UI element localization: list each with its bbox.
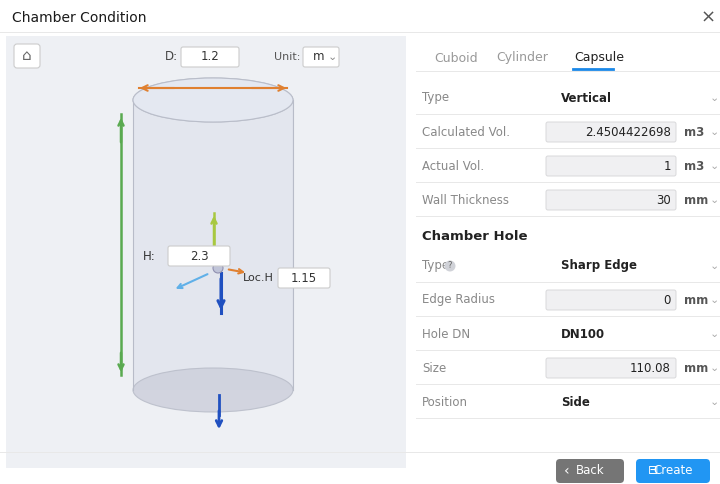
Bar	[6, 36, 406, 468]
Text: Chamber Hole: Chamber Hole	[422, 229, 528, 242]
Text: Actual Vol.: Actual Vol.	[422, 160, 484, 172]
Text: mm: mm	[684, 194, 708, 207]
Text: 110.08: 110.08	[630, 362, 671, 375]
Text: Type: Type	[422, 91, 449, 105]
Text: 2.4504422698: 2.4504422698	[585, 125, 671, 138]
FancyBboxPatch shape	[546, 358, 676, 378]
Text: 1.15: 1.15	[291, 272, 317, 285]
Text: 30: 30	[656, 194, 671, 207]
Text: Loc.H: Loc.H	[243, 273, 274, 283]
Circle shape	[213, 263, 223, 273]
Text: Vertical: Vertical	[561, 91, 612, 105]
Text: ⌄: ⌄	[709, 295, 719, 305]
Text: ⌄: ⌄	[709, 161, 719, 171]
Text: ⊟: ⊟	[648, 465, 659, 478]
Text: 2.3: 2.3	[189, 249, 208, 262]
Bar	[416, 148, 720, 149]
Text: 0: 0	[664, 293, 671, 306]
Bar	[416, 71, 720, 72]
Bar	[416, 282, 720, 283]
Text: ‹: ‹	[564, 464, 570, 478]
Text: ⌄: ⌄	[709, 93, 719, 103]
Bar	[0, 452, 720, 453]
Text: ⌄: ⌄	[709, 261, 719, 271]
Text: Cuboid: Cuboid	[434, 51, 477, 64]
Text: mm: mm	[684, 293, 708, 306]
Bar	[416, 350, 720, 351]
Text: Create: Create	[653, 465, 693, 478]
Text: ?: ?	[448, 261, 452, 271]
FancyBboxPatch shape	[636, 459, 710, 483]
Text: Cylinder: Cylinder	[496, 51, 548, 64]
Text: Position: Position	[422, 395, 468, 408]
Ellipse shape	[133, 368, 293, 412]
FancyBboxPatch shape	[546, 190, 676, 210]
Text: D:: D:	[165, 50, 178, 63]
Text: m3: m3	[684, 160, 704, 172]
FancyBboxPatch shape	[546, 156, 676, 176]
Text: Calculated Vol.: Calculated Vol.	[422, 125, 510, 138]
Text: Hole DN: Hole DN	[422, 328, 470, 341]
FancyBboxPatch shape	[546, 290, 676, 310]
FancyBboxPatch shape	[168, 246, 230, 266]
Text: Wall Thickness: Wall Thickness	[422, 194, 509, 207]
Bar	[416, 316, 720, 317]
Bar	[416, 114, 720, 115]
Text: ×: ×	[701, 9, 716, 27]
Bar	[416, 384, 720, 385]
Text: Type: Type	[422, 259, 449, 272]
Text: H:: H:	[143, 249, 156, 262]
Bar	[0, 32, 720, 33]
Text: 1.2: 1.2	[201, 50, 220, 63]
Text: DN100: DN100	[561, 328, 605, 341]
Text: ⌄: ⌄	[328, 52, 337, 62]
Text: Edge Radius: Edge Radius	[422, 293, 495, 306]
FancyBboxPatch shape	[303, 47, 339, 67]
Text: m: m	[313, 50, 325, 63]
FancyBboxPatch shape	[278, 268, 330, 288]
FancyBboxPatch shape	[181, 47, 239, 67]
Text: ⌄: ⌄	[709, 363, 719, 373]
Text: Back: Back	[576, 465, 604, 478]
FancyBboxPatch shape	[556, 459, 624, 483]
Text: Sharp Edge: Sharp Edge	[561, 259, 637, 272]
Text: Size: Size	[422, 362, 446, 375]
Bar	[134, 100, 292, 390]
Ellipse shape	[133, 78, 293, 122]
Text: ⌄: ⌄	[709, 127, 719, 137]
FancyBboxPatch shape	[546, 122, 676, 142]
Text: ⌄: ⌄	[709, 397, 719, 407]
Text: Capsule: Capsule	[574, 51, 624, 64]
Text: 1: 1	[664, 160, 671, 172]
Bar	[416, 418, 720, 419]
Text: m3: m3	[684, 125, 704, 138]
Text: mm: mm	[684, 362, 708, 375]
FancyBboxPatch shape	[14, 44, 40, 68]
Circle shape	[444, 260, 456, 272]
Bar	[416, 216, 720, 217]
Text: Side: Side	[561, 395, 590, 408]
Bar	[133, 100, 293, 390]
Ellipse shape	[133, 78, 293, 122]
Text: ⌄: ⌄	[709, 329, 719, 339]
Text: ⌄: ⌄	[709, 195, 719, 205]
Text: Unit:: Unit:	[274, 52, 300, 62]
Text: Chamber Condition: Chamber Condition	[12, 11, 146, 25]
Text: ⌂: ⌂	[22, 48, 32, 63]
